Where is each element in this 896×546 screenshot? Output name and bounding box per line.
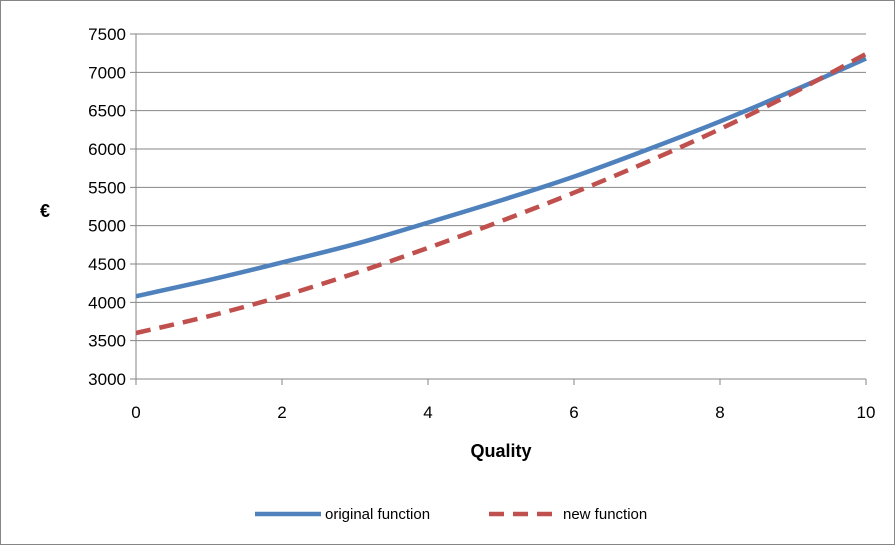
series-line-new-function	[135, 51, 868, 336]
x-tick-label: 0	[131, 403, 140, 422]
y-tick-label: 3500	[88, 332, 126, 351]
y-tick-label: 3000	[88, 370, 126, 389]
y-tick-label: 6000	[88, 140, 126, 159]
series-line-original-function	[135, 56, 867, 299]
y-tick-label: 6500	[88, 102, 126, 121]
y-tick-label: 4000	[88, 293, 126, 312]
y-tick-label: 7000	[88, 63, 126, 82]
x-tick-label: 10	[857, 403, 876, 422]
gridlines	[130, 33, 866, 380]
legend-label: original function	[325, 506, 430, 523]
x-tick-label: 4	[423, 403, 432, 422]
axes: 3000 3500 4000 4500 5000 5500 6000 6500 7000 7500…	[88, 25, 875, 422]
y-tick-label: 5500	[88, 178, 126, 197]
series-lines	[135, 51, 868, 336]
y-tick-label: 5000	[88, 217, 126, 236]
legend-label: new function	[563, 506, 647, 523]
x-tick-label: 6	[569, 403, 578, 422]
x-tick-label: 8	[715, 403, 724, 422]
x-axis-title: Quality	[470, 441, 531, 461]
x-tick-label: 2	[277, 403, 286, 422]
y-axis-title: €	[40, 201, 50, 221]
y-tick-label: 7500	[88, 25, 126, 44]
legend: original function new function	[255, 506, 647, 523]
y-tick-label: 4500	[88, 255, 126, 274]
